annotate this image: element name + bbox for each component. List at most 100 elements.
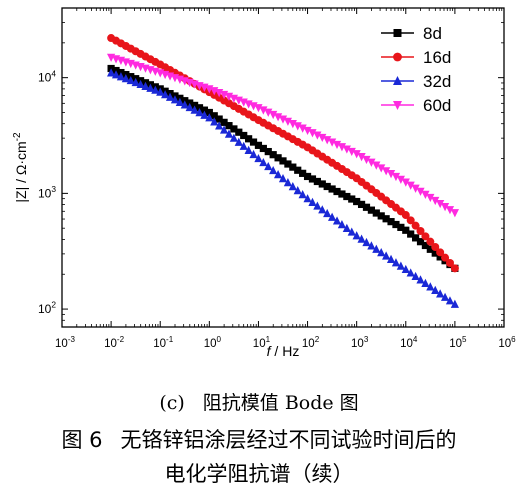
data-point <box>450 264 459 273</box>
data-point <box>353 197 361 206</box>
data-point <box>387 218 395 226</box>
data-point <box>337 220 347 229</box>
data-point <box>431 196 440 206</box>
data-point <box>411 184 420 193</box>
data-point <box>215 121 224 130</box>
data-point <box>377 212 385 220</box>
data-point <box>219 125 229 134</box>
data-point <box>185 102 194 112</box>
data-point <box>303 172 312 181</box>
data-point <box>342 145 351 154</box>
data-point <box>288 120 297 129</box>
data-point <box>431 249 439 257</box>
legend-item: 60d <box>381 96 451 115</box>
data-point <box>412 234 420 242</box>
data-point <box>244 145 253 154</box>
data-point <box>269 165 278 175</box>
data-point <box>313 177 321 186</box>
series-16d <box>107 34 459 273</box>
data-point <box>200 110 209 119</box>
data-point <box>367 241 376 250</box>
data-point <box>377 248 386 257</box>
data-point <box>421 190 430 199</box>
data-point <box>393 29 402 37</box>
data-point <box>230 125 238 133</box>
data-point <box>190 105 199 114</box>
legend-item: 16d <box>381 48 451 67</box>
data-point <box>240 131 248 140</box>
data-point <box>210 112 218 120</box>
data-point <box>411 221 420 230</box>
data-point <box>298 190 307 199</box>
data-point <box>229 133 238 142</box>
data-point <box>352 231 361 240</box>
data-point <box>441 253 450 262</box>
data-point <box>151 85 160 94</box>
x-tick-label: 10-2 <box>104 335 124 350</box>
data-point <box>401 178 410 187</box>
data-point <box>161 90 170 99</box>
data-point <box>323 182 331 191</box>
sub-caption-title: 阻抗模值 Bode 图 <box>202 392 359 414</box>
data-point <box>406 216 415 225</box>
data-point <box>372 161 381 170</box>
data-point <box>416 238 425 246</box>
data-point <box>107 68 116 77</box>
data-point <box>318 205 327 214</box>
legend-label: 32d <box>423 72 451 91</box>
data-point <box>367 158 376 167</box>
y-tick-label: 104 <box>38 68 56 84</box>
data-point <box>347 147 356 157</box>
data-point <box>450 299 459 308</box>
data-point <box>224 129 234 138</box>
data-point <box>407 230 415 238</box>
series-8d <box>107 64 459 272</box>
figure-caption-line-1: 图 6 无铬锌铝涂层经过不同试验时间后的 <box>0 424 518 454</box>
x-tick-label: 101 <box>253 335 271 350</box>
data-point <box>278 115 288 124</box>
data-point <box>436 199 445 209</box>
legend-item: 32d <box>381 72 451 91</box>
data-point <box>318 133 327 143</box>
data-point <box>318 180 326 188</box>
data-point <box>352 150 361 159</box>
data-point <box>426 237 435 246</box>
x-tick-label: 105 <box>449 335 467 350</box>
data-point <box>426 282 435 291</box>
data-point <box>333 187 341 196</box>
data-point <box>362 155 371 165</box>
data-point <box>393 101 402 110</box>
data-point <box>259 157 268 167</box>
data-point <box>284 160 292 168</box>
data-point <box>273 113 283 122</box>
data-point <box>416 187 425 196</box>
series-32d <box>107 68 459 308</box>
data-point <box>293 186 302 195</box>
bode-plot: 10-3 10-2 10-1 100 101 102 103 104 105 106 102 103 1… <box>12 7 516 359</box>
data-point <box>136 79 145 89</box>
data-point <box>289 163 297 171</box>
data-point <box>391 258 401 267</box>
data-point <box>426 193 435 203</box>
data-point <box>294 166 302 174</box>
x-tick-label: 102 <box>302 335 320 350</box>
data-point <box>264 147 272 156</box>
data-point <box>308 175 317 183</box>
data-point <box>313 131 322 140</box>
data-point <box>249 149 258 159</box>
plot-frame <box>61 7 505 328</box>
data-point <box>308 129 317 138</box>
data-point <box>273 169 283 179</box>
data-point <box>259 144 267 153</box>
legend-label: 8d <box>423 24 442 43</box>
figure-caption-line-2: 电化学阻抗谱（续） <box>0 458 518 488</box>
data-point <box>393 76 402 85</box>
data-point <box>402 226 410 234</box>
data-point <box>264 108 273 117</box>
data-point <box>126 75 135 85</box>
data-point <box>347 227 356 236</box>
data-point <box>245 135 253 143</box>
data-point <box>328 138 337 147</box>
data-point <box>180 100 189 109</box>
